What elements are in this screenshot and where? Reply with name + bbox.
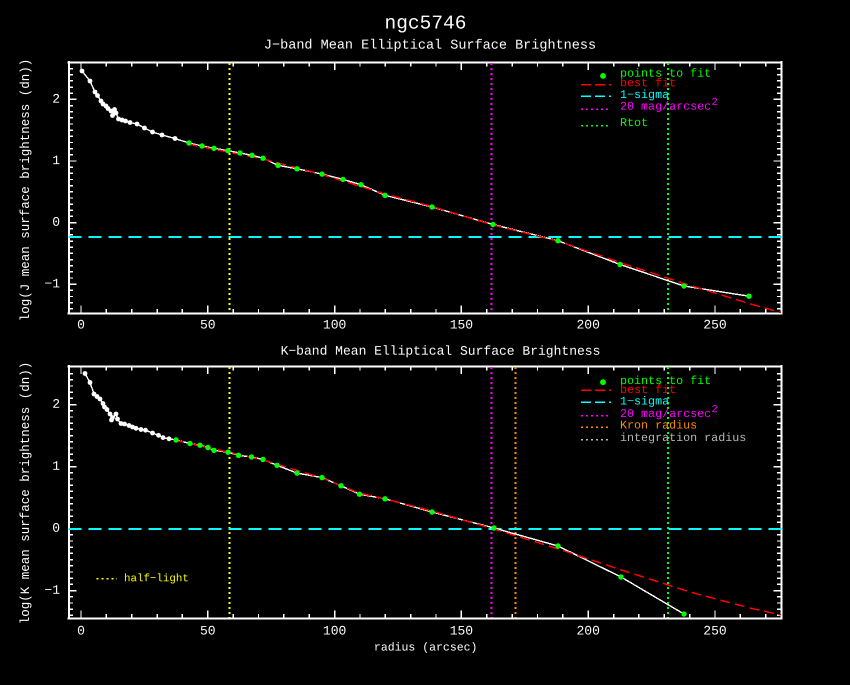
svg-text:1: 1 <box>52 153 60 168</box>
svg-text:250: 250 <box>703 623 726 638</box>
svg-text:250: 250 <box>703 317 726 332</box>
svg-text:radius (arcsec): radius (arcsec) <box>374 641 478 654</box>
svg-text:2: 2 <box>52 397 60 412</box>
svg-text:0: 0 <box>52 521 60 536</box>
svg-text:0: 0 <box>52 215 60 230</box>
svg-text:ngc5746: ngc5746 <box>385 12 467 34</box>
svg-text:best fit: best fit <box>620 383 676 397</box>
svg-text:1−sigma: 1−sigma <box>620 395 669 409</box>
svg-text:points to fit: points to fit <box>620 67 711 81</box>
svg-text:0: 0 <box>77 317 85 332</box>
svg-text:Rtot: Rtot <box>620 116 648 130</box>
svg-text:0: 0 <box>77 623 85 638</box>
svg-text:J−band Mean Elliptical Surface: J−band Mean Elliptical Surface Brightnes… <box>264 39 596 54</box>
svg-text:200: 200 <box>576 317 599 332</box>
svg-text:best fit: best fit <box>620 76 676 90</box>
svg-text:200: 200 <box>576 623 599 638</box>
svg-text:−1: −1 <box>44 276 60 291</box>
svg-text:1−sigma: 1−sigma <box>620 88 669 102</box>
svg-text:half−light: half−light <box>124 573 189 585</box>
svg-text:K−band Mean Elliptical Surface: K−band Mean Elliptical Surface Brightnes… <box>281 344 601 359</box>
svg-text:integration radius: integration radius <box>620 431 746 445</box>
svg-text:points to fit: points to fit <box>620 374 711 388</box>
svg-text:2: 2 <box>711 97 717 109</box>
svg-text:150: 150 <box>450 317 473 332</box>
svg-text:50: 50 <box>200 623 216 638</box>
svg-text:100: 100 <box>323 623 346 638</box>
svg-text:1: 1 <box>52 459 60 474</box>
svg-text:log(J mean surface brightness: log(J mean surface brightness (dn)) <box>19 59 33 322</box>
svg-text:log(K mean surface brightness: log(K mean surface brightness (dn)) <box>19 362 33 625</box>
svg-text:Kron radius: Kron radius <box>620 419 697 433</box>
svg-text:150: 150 <box>450 623 473 638</box>
svg-text:50: 50 <box>200 317 216 332</box>
svg-text:100: 100 <box>323 317 346 332</box>
svg-text:20 mag/arcsec: 20 mag/arcsec <box>620 100 711 114</box>
svg-text:2: 2 <box>711 404 717 416</box>
svg-text:−1: −1 <box>44 583 60 598</box>
svg-text:20 mag/arcsec: 20 mag/arcsec <box>620 407 711 421</box>
svg-text:2: 2 <box>52 92 60 107</box>
